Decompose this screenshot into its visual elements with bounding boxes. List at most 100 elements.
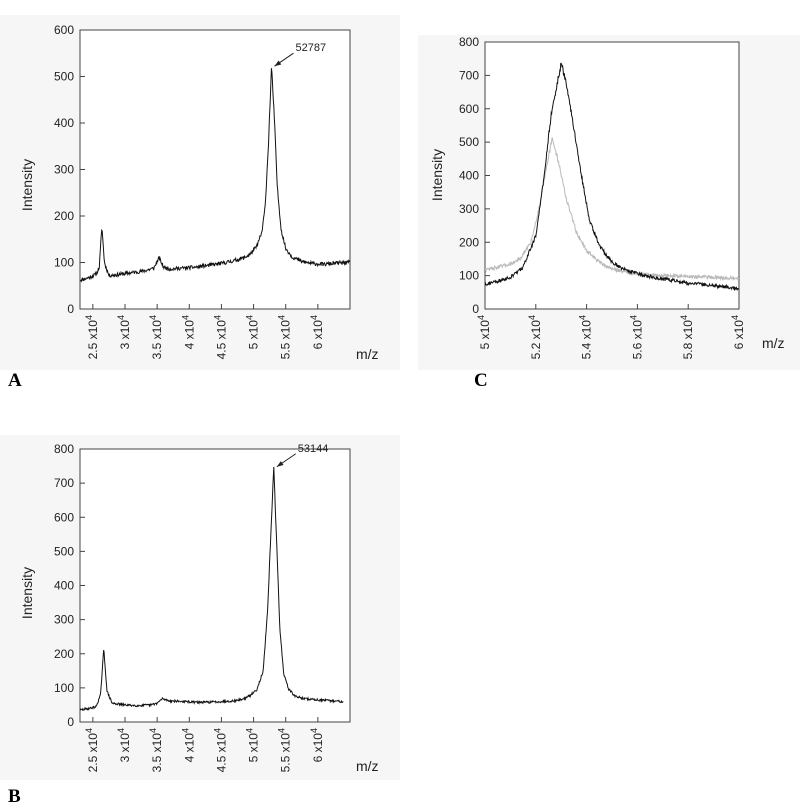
chart-b-x-tick-label-exp: 4 bbox=[212, 728, 222, 733]
chart-c-x-tick-label-exp: 4 bbox=[476, 315, 486, 320]
chart-c-y-tick-label: 200 bbox=[459, 235, 479, 249]
chart-a-y-tick-label: 500 bbox=[54, 70, 74, 84]
chart-b-x-tick-label-base: 3 x10 bbox=[118, 733, 132, 763]
chart-c-x-tick-label-base: 5.4 x10 bbox=[580, 320, 594, 360]
chart-a-x-tick-label-exp: 4 bbox=[309, 315, 319, 320]
chart-c-y-tick-label: 100 bbox=[459, 269, 479, 283]
panel-label-c: C bbox=[474, 370, 488, 391]
chart-a-y-tick-label: 300 bbox=[54, 163, 74, 177]
chart-b-x-tick-label-exp: 4 bbox=[277, 728, 287, 733]
chart-b-y-axis-title: Intensity bbox=[19, 567, 35, 619]
chart-a-x-tick-label-base: 4 x10 bbox=[182, 320, 196, 350]
chart-c-x-tick-label: 5.2 x104 bbox=[527, 315, 543, 359]
chart-a-x-tick-label-base: 3 x10 bbox=[118, 320, 132, 350]
chart-c-y-axis-title: Intensity bbox=[429, 149, 445, 201]
chart-c-x-tick-label-base: 5.8 x10 bbox=[681, 320, 695, 360]
chart-b-x-tick-label-exp: 4 bbox=[180, 728, 190, 733]
chart-a-x-tick-label: 5.5 x104 bbox=[277, 315, 293, 359]
chart-a-x-tick-label: 6 x104 bbox=[309, 315, 325, 349]
chart-b-x-tick-label: 2.5 x104 bbox=[84, 728, 100, 772]
chart-b-annotation-label: 53144 bbox=[298, 443, 329, 455]
chart-c-x-tick-label: 6 x104 bbox=[730, 315, 746, 349]
chart-c-y-tick-label: 300 bbox=[459, 202, 479, 216]
chart-a-x-axis-title: m/z bbox=[356, 346, 379, 362]
chart-a-annotation-label: 52787 bbox=[295, 42, 326, 54]
chart-b-x-tick-label-exp: 4 bbox=[84, 728, 94, 733]
chart-a-x-tick-label-base: 3.5 x10 bbox=[150, 320, 164, 360]
panel-b: 0 100 200 300 400 500 600 700 800 2.5 x104 3 x104 3… bbox=[0, 435, 400, 780]
chart-b-y-tick-label: 0 bbox=[67, 715, 74, 729]
chart-a-x-tick-label-exp: 4 bbox=[84, 315, 94, 320]
chart-c-y-tick-label: 400 bbox=[459, 169, 479, 183]
panel-c: 0 100 200 300 400 500 600 700 800 5 x104 5.2 x104 5… bbox=[418, 35, 800, 370]
chart-a-annotation-arrowhead bbox=[274, 60, 282, 67]
chart-b-x-tick-label: 6 x104 bbox=[309, 728, 325, 762]
chart-c-x-tick-label-exp: 4 bbox=[578, 315, 588, 320]
chart-c-x-tick-label-base: 5.2 x10 bbox=[529, 320, 543, 360]
chart-b-x-tick-label-base: 4.5 x10 bbox=[214, 733, 228, 773]
chart-b-y-tick-label: 400 bbox=[54, 579, 74, 593]
chart-a-x-tick-label: 3.5 x104 bbox=[148, 315, 164, 359]
chart-a-x-tick-label-exp: 4 bbox=[180, 315, 190, 320]
chart-a-x-tick-label-exp: 4 bbox=[245, 315, 255, 320]
chart-a-y-axis-title: Intensity bbox=[19, 159, 35, 211]
chart-c-y-tick-label: 0 bbox=[472, 302, 479, 316]
chart-a-series-1 bbox=[80, 68, 350, 283]
chart-c-x-tick-label: 5.8 x104 bbox=[679, 315, 695, 359]
chart-b-y-tick-label: 200 bbox=[54, 647, 74, 661]
chart-b-x-tick-label-base: 3.5 x10 bbox=[150, 733, 164, 773]
chart-a-x-tick-label-base: 2.5 x10 bbox=[86, 320, 100, 360]
chart-b-series-1 bbox=[80, 467, 344, 712]
chart-c-x-tick-label-exp: 4 bbox=[730, 315, 740, 320]
chart-c-plot-area bbox=[484, 41, 740, 310]
chart-c-x-tick-label: 5.4 x104 bbox=[578, 315, 594, 359]
chart-c-y-tick-label: 800 bbox=[459, 35, 479, 49]
chart-b-x-tick-label: 5.5 x104 bbox=[277, 728, 293, 772]
chart-b-x-tick-label-base: 5.5 x10 bbox=[279, 733, 293, 773]
chart-a-plot-area bbox=[79, 29, 351, 310]
chart-b-y-tick-label: 300 bbox=[54, 613, 74, 627]
chart-a-x-tick-label: 4 x104 bbox=[180, 315, 196, 349]
chart-a-x-tick-label-base: 6 x10 bbox=[311, 320, 325, 350]
chart-a-x-tick-label-base: 5.5 x10 bbox=[279, 320, 293, 360]
chart-a-x-tick-label: 3 x104 bbox=[116, 315, 132, 349]
chart-c-x-tick-label-base: 5.6 x10 bbox=[630, 320, 644, 360]
chart-b-y-tick-label: 700 bbox=[54, 476, 74, 490]
chart-b-y-tick-label: 800 bbox=[54, 442, 74, 456]
chart-b-x-tick-label: 5 x104 bbox=[245, 728, 261, 762]
chart-c-x-tick-label-base: 5 x10 bbox=[478, 320, 492, 350]
chart-a-y-tick-label: 0 bbox=[67, 302, 74, 316]
chart-b-x-tick-label: 3 x104 bbox=[116, 728, 132, 762]
chart-b-x-tick-label-exp: 4 bbox=[245, 728, 255, 733]
chart-a-y-tick-label: 100 bbox=[54, 256, 74, 270]
chart-a-x-tick-label: 2.5 x104 bbox=[84, 315, 100, 359]
chart-c-series-2 bbox=[485, 62, 739, 292]
chart-a-x-tick-label: 4.5 x104 bbox=[212, 315, 228, 359]
chart-c-y-tick-label: 700 bbox=[459, 68, 479, 82]
chart-c-x-axis-title: m/z bbox=[762, 335, 785, 351]
chart-c-x-tick-label-base: 6 x10 bbox=[732, 320, 746, 350]
chart-b-y-tick-label: 100 bbox=[54, 681, 74, 695]
chart-a-x-tick-label-exp: 4 bbox=[212, 315, 222, 320]
chart-b-x-tick-label-base: 6 x10 bbox=[311, 733, 325, 763]
chart-a-x-tick-label-exp: 4 bbox=[277, 315, 287, 320]
chart-b-annotation-arrowhead bbox=[276, 461, 284, 467]
chart-a-x-tick-label-base: 5 x10 bbox=[247, 320, 261, 350]
chart-c-series-1 bbox=[485, 137, 739, 281]
chart-c-y-tick-label: 500 bbox=[459, 135, 479, 149]
chart-c-x-tick-label-exp: 4 bbox=[628, 315, 638, 320]
chart-b-plot-area bbox=[79, 448, 351, 723]
chart-b-x-tick-label-base: 4 x10 bbox=[182, 733, 196, 763]
chart-c-x-tick-label-exp: 4 bbox=[527, 315, 537, 320]
panel-a: 0 100 200 300 400 500 600 2.5 x104 3 x104 3.5 x10… bbox=[0, 15, 400, 370]
chart-a-y-tick-label: 600 bbox=[54, 23, 74, 37]
chart-b-x-tick-label-base: 5 x10 bbox=[247, 733, 261, 763]
panel-label-a: A bbox=[8, 370, 22, 391]
chart-a-y-tick-label: 200 bbox=[54, 209, 74, 223]
chart-b-x-tick-label-exp: 4 bbox=[148, 728, 158, 733]
chart-c-x-tick-label: 5.6 x104 bbox=[628, 315, 644, 359]
chart-a-x-tick-label-exp: 4 bbox=[148, 315, 158, 320]
